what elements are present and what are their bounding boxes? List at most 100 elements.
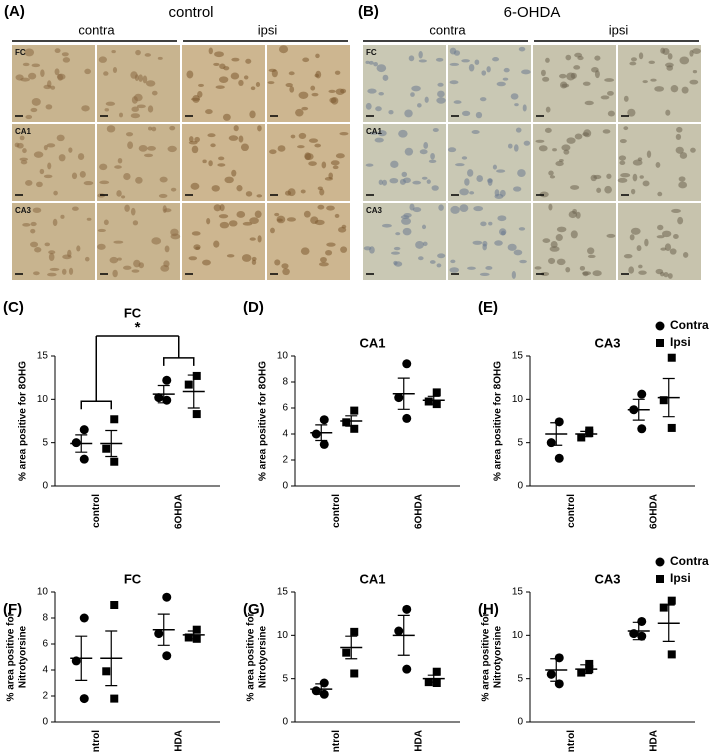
error-bar <box>662 377 675 418</box>
legend-label: Ipsi <box>670 335 691 349</box>
cell <box>186 70 194 79</box>
panel-letter: (E) <box>478 299 498 316</box>
cell <box>22 223 31 227</box>
cell <box>288 71 295 76</box>
data-point <box>350 424 359 433</box>
cell <box>568 210 578 219</box>
cell <box>339 132 349 136</box>
cell <box>136 104 146 109</box>
error-bar <box>75 434 88 453</box>
y-tick-label: 8 <box>282 377 288 388</box>
data-point <box>184 633 193 642</box>
x-tick-label: control <box>331 730 342 752</box>
x-tick-label: control <box>91 494 102 528</box>
cell <box>437 90 445 98</box>
cell <box>630 227 641 235</box>
cell <box>667 53 673 60</box>
cell <box>54 48 61 54</box>
cell <box>587 247 595 255</box>
y-tick-label: 5 <box>517 673 523 684</box>
cell <box>86 217 92 221</box>
cell <box>192 95 200 103</box>
cell <box>114 165 122 169</box>
data-point <box>402 359 412 369</box>
cell <box>690 147 696 153</box>
y-axis-label: % area positive for <box>6 612 17 701</box>
cell <box>207 133 216 138</box>
error-bar <box>632 398 645 421</box>
cell <box>34 247 42 253</box>
cell <box>408 55 415 62</box>
cell <box>84 256 90 262</box>
cell <box>449 267 459 273</box>
cell <box>228 135 239 141</box>
cell <box>681 86 689 94</box>
data-point <box>659 603 668 612</box>
cell <box>548 257 556 265</box>
cell <box>208 47 213 55</box>
cell <box>393 246 401 251</box>
cell <box>479 97 487 102</box>
error-bar <box>662 604 675 642</box>
cell <box>25 179 33 186</box>
cell <box>164 245 170 253</box>
cell <box>497 215 507 222</box>
cell <box>555 234 563 242</box>
cell <box>287 188 296 197</box>
x-tick-label: control <box>331 494 342 528</box>
cell <box>582 271 592 276</box>
data-point <box>110 601 119 609</box>
cell <box>144 53 152 57</box>
data-point <box>102 667 111 676</box>
cell <box>447 147 457 153</box>
y-tick-label: 8 <box>42 613 48 624</box>
cell <box>677 216 684 225</box>
cell <box>432 127 439 132</box>
cell <box>492 164 497 170</box>
cell <box>289 86 295 93</box>
cell <box>632 159 643 166</box>
cell <box>236 185 243 192</box>
data-point <box>79 694 89 704</box>
cell <box>369 246 375 254</box>
cell <box>513 144 519 152</box>
data-point <box>667 353 676 362</box>
data-point <box>342 648 351 657</box>
cell <box>25 114 33 120</box>
error-bar <box>550 658 563 682</box>
cell <box>106 125 116 133</box>
cell <box>267 81 275 85</box>
cell <box>435 57 444 62</box>
y-tick-label: 0 <box>42 717 48 728</box>
cell <box>469 191 475 195</box>
y-tick-label: 10 <box>37 394 49 405</box>
cell <box>147 146 156 151</box>
data-point <box>659 396 668 405</box>
error-bar <box>345 415 358 427</box>
cell <box>325 249 333 256</box>
cell <box>50 85 56 90</box>
cell <box>56 73 66 80</box>
cell <box>663 271 669 278</box>
cell <box>534 266 542 270</box>
cell <box>639 175 644 179</box>
cell <box>496 81 506 87</box>
cell <box>623 95 629 102</box>
cell <box>170 187 177 192</box>
cell <box>388 109 394 115</box>
cell <box>459 188 469 196</box>
cell <box>642 180 650 187</box>
cell <box>550 241 558 249</box>
cell <box>367 88 377 94</box>
error-bar <box>105 429 118 458</box>
cell <box>438 204 444 211</box>
error-bar <box>397 377 410 410</box>
cell <box>555 161 564 167</box>
row-label: CA1 <box>366 127 383 136</box>
cell <box>368 60 374 65</box>
y-tick-label: 0 <box>282 717 288 728</box>
cell <box>310 85 316 91</box>
cell <box>467 169 474 177</box>
error-bar <box>427 395 440 405</box>
cell <box>218 156 225 161</box>
